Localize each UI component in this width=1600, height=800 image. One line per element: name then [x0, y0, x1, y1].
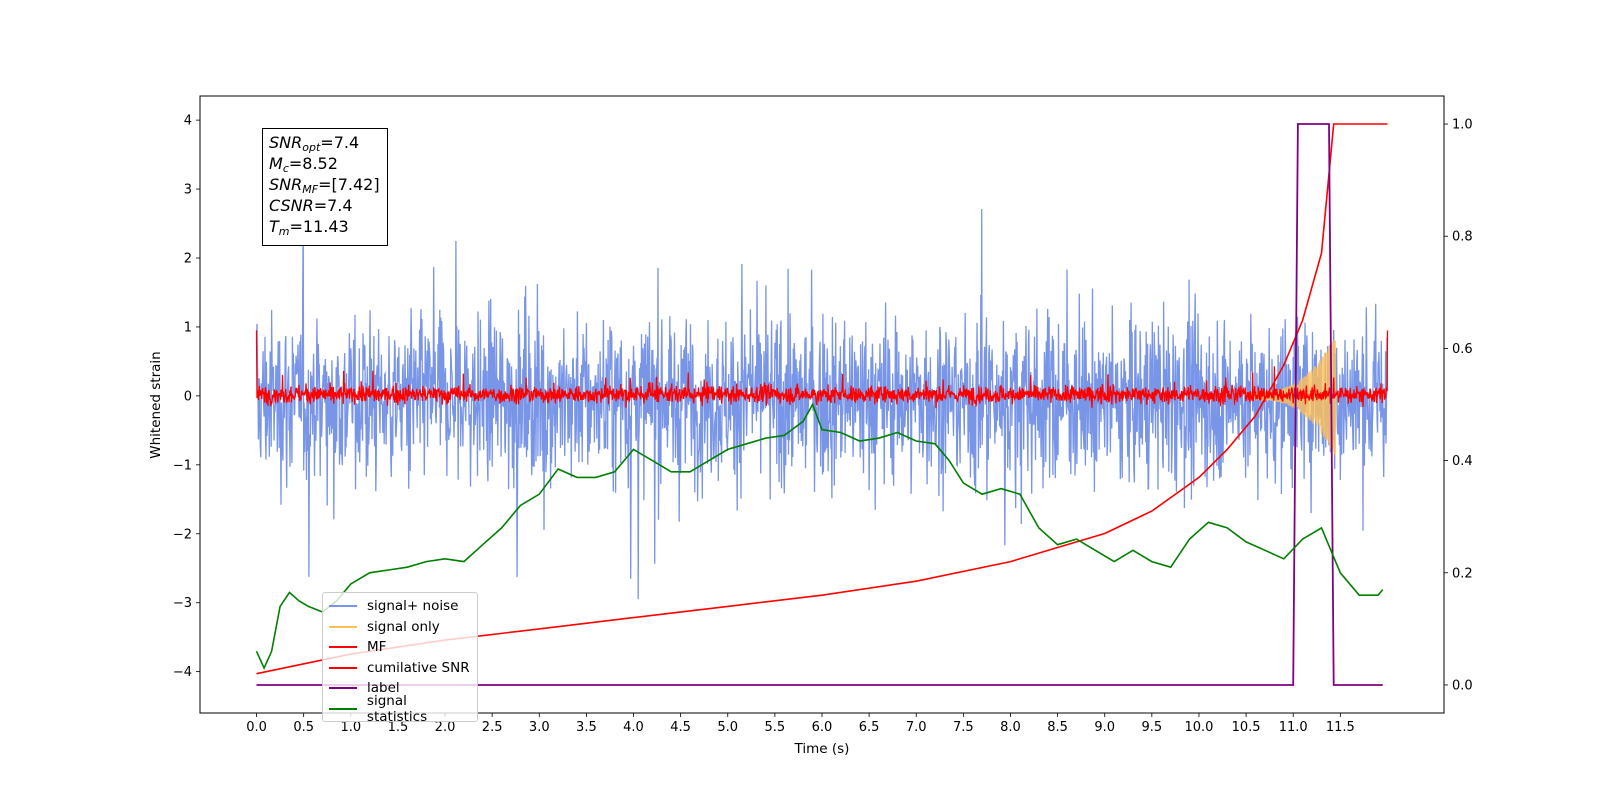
y2-tick-label: 1.0: [1452, 118, 1473, 133]
x-tick-label: 0.0: [246, 720, 267, 735]
y2-tick-label: 0.8: [1452, 230, 1473, 245]
x-tick-label: 11.0: [1279, 720, 1308, 735]
legend-swatch: [329, 687, 357, 690]
x-tick-label: 8.5: [1047, 720, 1068, 735]
y-tick-label: 4: [184, 114, 192, 129]
legend-item: cumilative SNR: [329, 658, 471, 679]
x-axis-label: Time (s): [794, 741, 850, 757]
legend-item: label: [329, 678, 471, 699]
x-tick-label: 9.5: [1142, 720, 1163, 735]
x-tick-label: 2.5: [482, 720, 503, 735]
legend-item: signal+ noise: [329, 596, 471, 617]
legend-label: signal only: [367, 618, 440, 635]
axes: 0.0 0.5 1.0 1.5 2.0 2.5 3.0 3.5 4.0 4.5 5.0 5.5 6.0 6…: [173, 114, 1473, 735]
x-tick-label: 4.0: [623, 720, 644, 735]
legend: signal+ noise signal only MF cumilative SNR…: [322, 592, 478, 725]
series-signal-statistics: [255, 402, 1384, 671]
legend-label: cumilative SNR: [367, 659, 470, 676]
x-tick-label: 7.5: [953, 720, 974, 735]
x-tick-label: 4.5: [670, 720, 691, 735]
annotation-line: SNRopt=7.4: [269, 133, 360, 154]
x-tick-label: 3.5: [576, 720, 597, 735]
y2-tick-label: 0.0: [1452, 678, 1473, 693]
annotation-line: Tm=11.43: [269, 217, 349, 238]
legend-label: signal+ noise: [367, 598, 459, 615]
x-tick-label: 3.0: [529, 720, 550, 735]
y-tick-label: 0: [184, 389, 192, 404]
x-tick-label: 9.0: [1094, 720, 1115, 735]
y-tick-label: −3: [173, 596, 192, 611]
x-tick-label: 5.5: [765, 720, 786, 735]
y-tick-label: −1: [173, 458, 192, 473]
y-tick-label: 2: [184, 252, 192, 267]
legend-item: MF: [329, 637, 471, 658]
series-cumulative-snr: [256, 123, 1388, 675]
x-tick-label: 10.5: [1232, 720, 1261, 735]
x-tick-label: 8.0: [1000, 720, 1021, 735]
annotation-line: Mc=8.52: [269, 154, 338, 175]
series-label: [256, 123, 1383, 686]
annotation-line: SNRMF=[7.42]: [269, 175, 380, 196]
x-tick-label: 6.5: [859, 720, 880, 735]
y2-tick-label: 0.4: [1452, 454, 1473, 469]
legend-swatch: [329, 625, 357, 628]
legend-swatch: [329, 646, 357, 649]
series-mf: [255, 330, 1389, 409]
series-signal-plus-noise: [255, 208, 1389, 600]
legend-swatch: [329, 605, 357, 608]
y-axis-label: Whitened strain: [148, 351, 164, 458]
x-tick-label: 0.5: [293, 720, 314, 735]
y-tick-label: 3: [184, 183, 192, 198]
legend-label: signal statistics: [366, 692, 428, 725]
y2-tick-label: 0.6: [1452, 342, 1473, 357]
y-tick-label: −4: [173, 665, 192, 680]
x-tick-label: 11.5: [1326, 720, 1355, 735]
legend-swatch: [329, 666, 357, 669]
y2-tick-label: 0.2: [1452, 566, 1473, 581]
x-tick-label: 1.5: [388, 720, 409, 735]
legend-label: MF: [367, 639, 387, 656]
legend-item: signal only: [329, 617, 471, 638]
legend-swatch: [329, 707, 357, 710]
legend-item: signal statistics: [329, 693, 471, 725]
y-tick-label: −2: [173, 527, 192, 542]
x-tick-label: 10.0: [1184, 720, 1213, 735]
x-tick-label: 6.0: [812, 720, 833, 735]
x-tick-label: 1.0: [340, 720, 361, 735]
annotation-box: SNRopt=7.4 Mc=8.52 SNRMF=[7.42] CSNR=7.4 Tm=…: [262, 128, 388, 246]
x-tick-label: 5.0: [717, 720, 738, 735]
x-tick-label: 2.0: [435, 720, 456, 735]
plot-area: [255, 123, 1389, 686]
y-tick-label: 1: [184, 320, 192, 335]
annotation-line: CSNR=7.4: [269, 196, 353, 215]
legend-label: label: [367, 680, 400, 697]
x-tick-label: 7.0: [906, 720, 927, 735]
